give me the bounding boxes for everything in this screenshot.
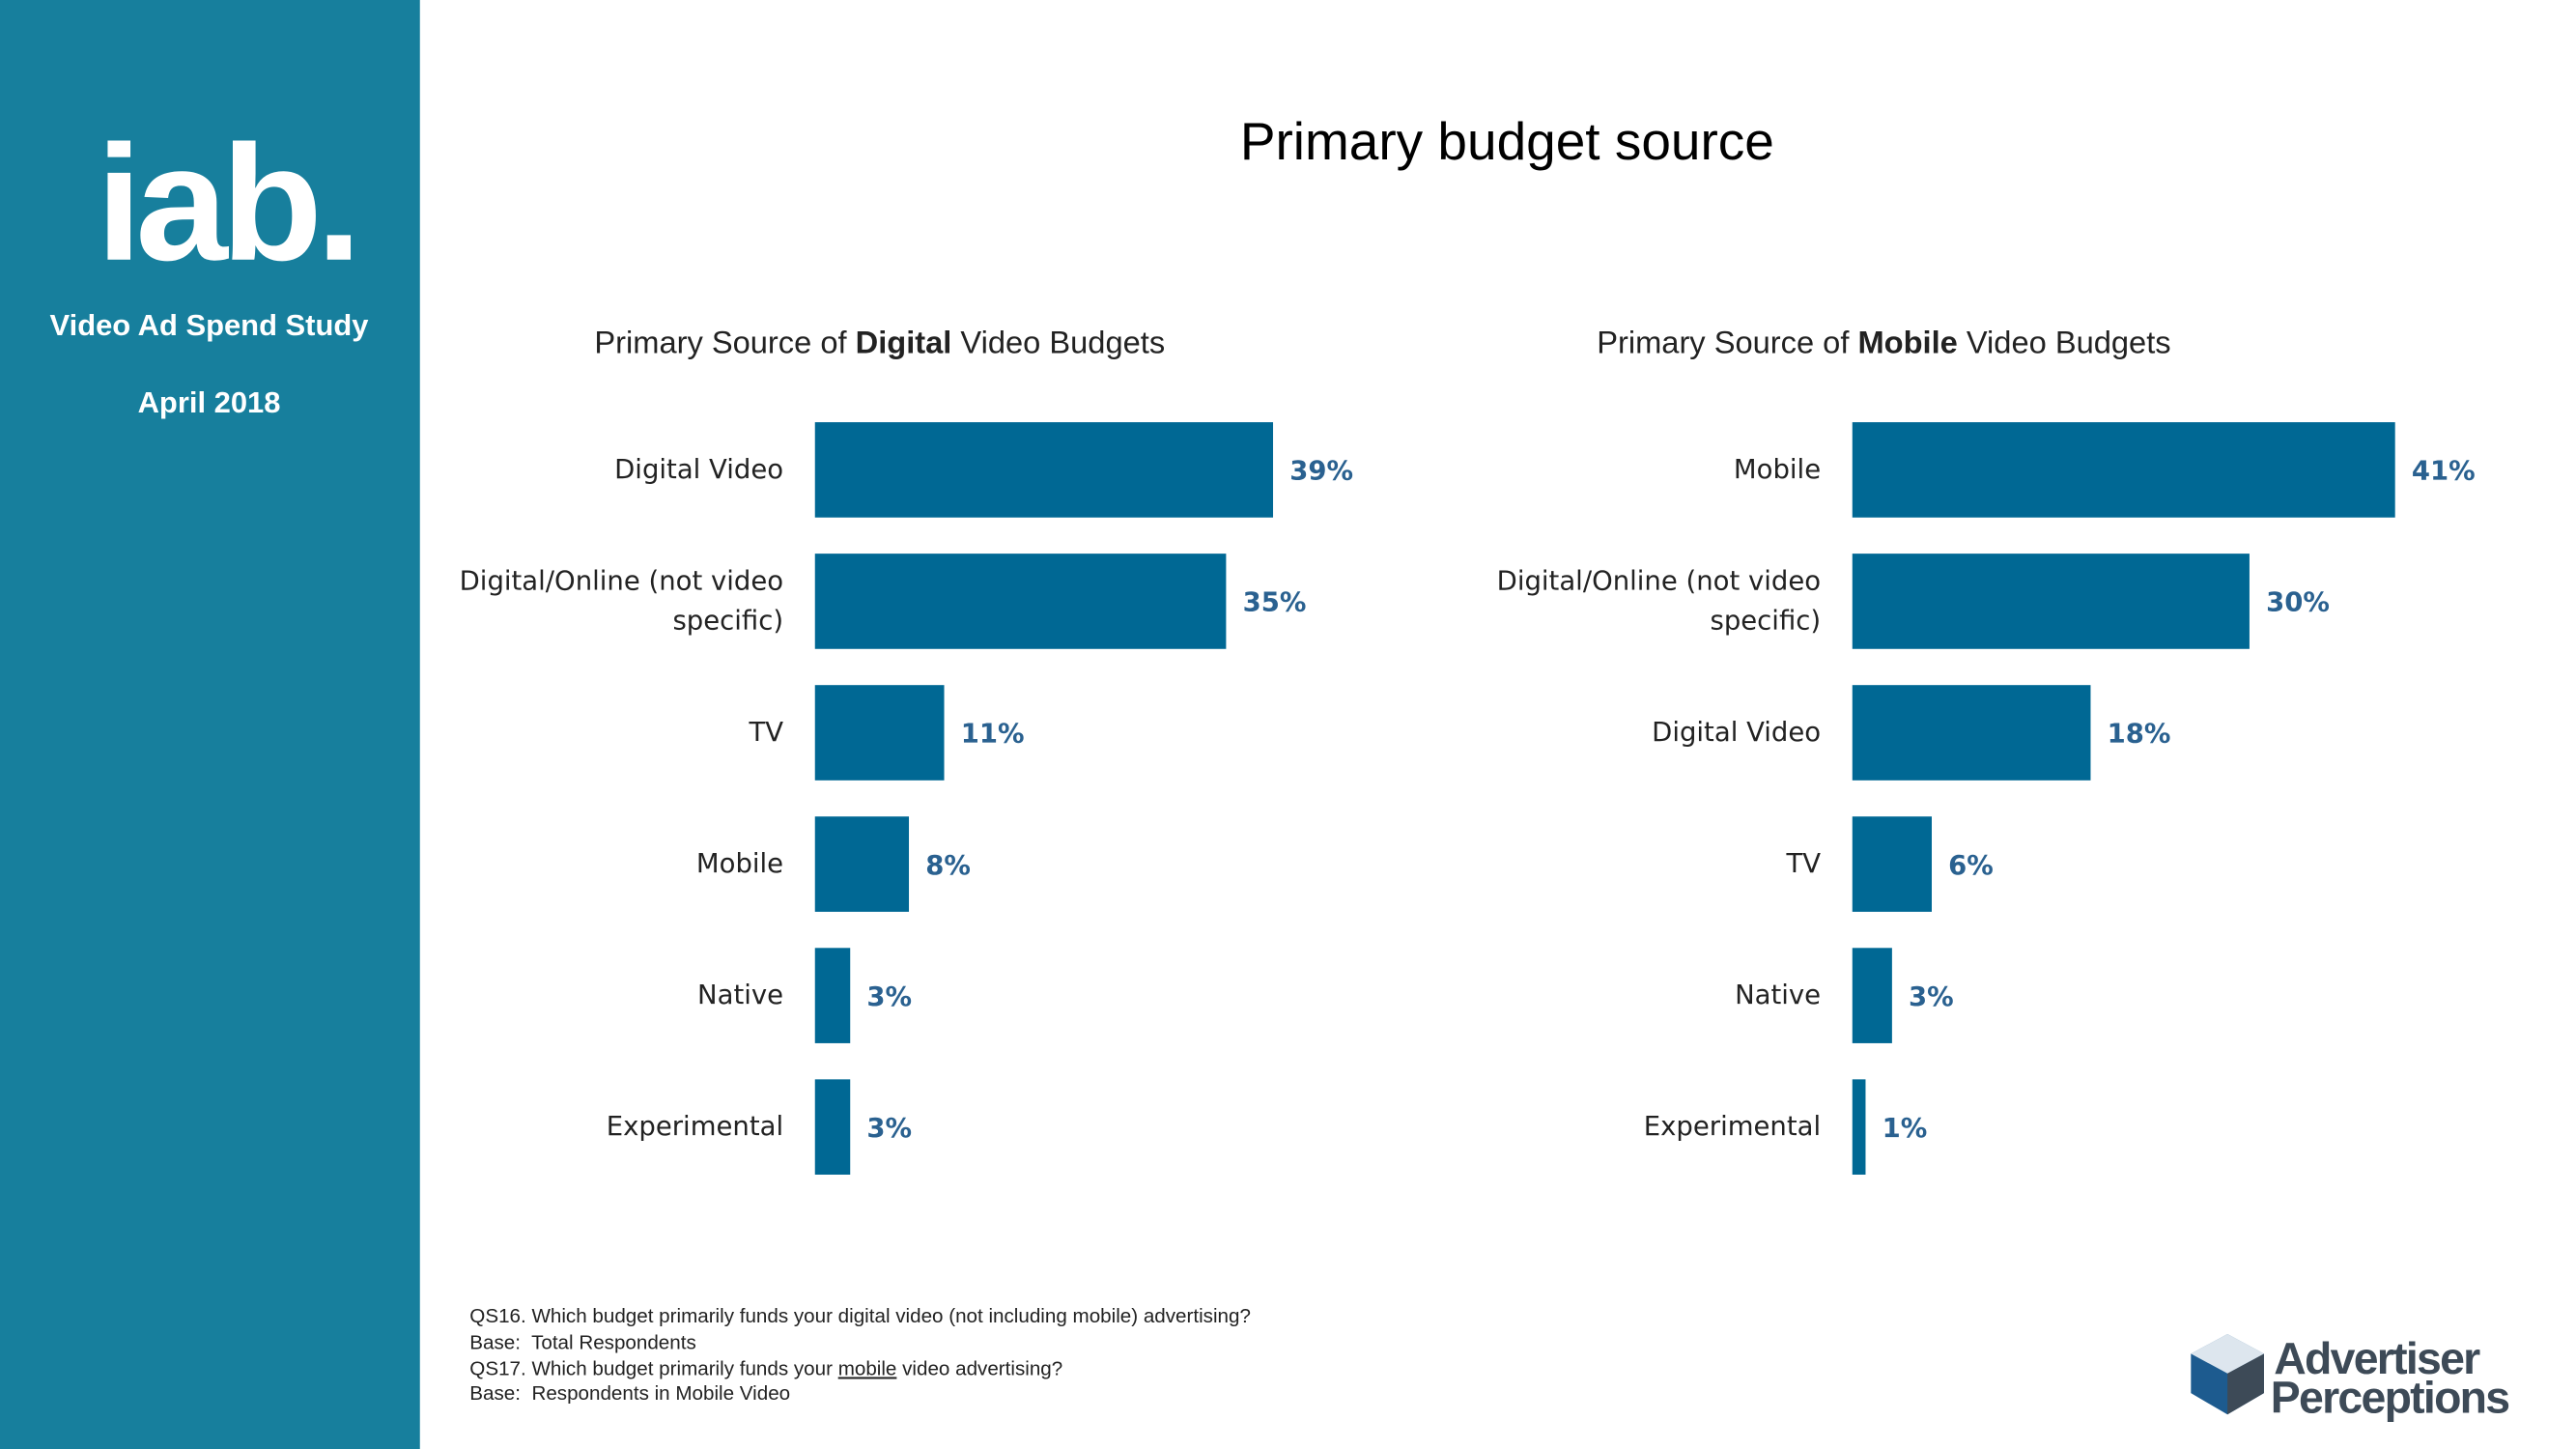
footnote-text: mobile — [838, 1358, 897, 1380]
chart-title-part: Primary Source of — [1597, 326, 1857, 360]
chart-title: Primary Source of Mobile Video Budgets — [1597, 326, 2170, 360]
value-label: 30% — [2266, 588, 2330, 618]
bar — [814, 422, 1274, 518]
footnote: Base: Respondents in Mobile Video — [469, 1382, 790, 1405]
cube-face — [2191, 1333, 2264, 1374]
bar — [814, 948, 851, 1043]
brand-text: Perceptions — [2271, 1373, 2509, 1423]
category-label-text: Digital Video — [1652, 716, 1822, 748]
category-label-text: TV — [1786, 847, 1822, 879]
bar — [814, 816, 910, 912]
category-label-text: Digital Video — [614, 453, 784, 485]
chart-title-part: Mobile — [1857, 326, 1957, 360]
category-label: Experimental — [1643, 1110, 1822, 1142]
value-label: 3% — [866, 1114, 912, 1144]
slide-title: Primary budget source — [1240, 111, 1774, 171]
study-date: April 2018 — [138, 385, 281, 419]
bar — [1852, 422, 2395, 518]
category-label: Digital/Online (not video specific) — [1496, 565, 1822, 637]
cube-face — [2227, 1353, 2264, 1415]
category-label: Digital/Online (not video specific) — [459, 565, 784, 637]
bar — [814, 685, 945, 781]
category-label: Mobile — [1733, 453, 1822, 485]
category-label: TV — [749, 716, 784, 748]
bar-chart: Primary Source of Mobile Video BudgetsMo… — [1496, 326, 2476, 1175]
bar-chart: Primary Source of Digital Video BudgetsD… — [459, 326, 1353, 1175]
value-label: 3% — [1909, 982, 1954, 1012]
brand-text: Advertiser — [2274, 1333, 2480, 1383]
footnote: QS17. Which budget primarily funds your … — [469, 1358, 1062, 1380]
footnote-text: QS16. Which budget primarily funds your … — [469, 1305, 1251, 1327]
chart-title-part: Video Budgets — [1958, 326, 2171, 360]
value-label: 11% — [961, 720, 1025, 750]
category-label: Mobile — [695, 847, 784, 879]
bar — [814, 1079, 851, 1175]
bar — [1852, 948, 1892, 1043]
sidebar — [0, 0, 420, 1449]
footnote-text: Base: Total Respondents — [469, 1331, 695, 1353]
chart-title-part: Video Budgets — [951, 326, 1165, 360]
bar — [814, 554, 1227, 649]
category-label-text: TV — [749, 716, 784, 748]
value-label: 18% — [2108, 720, 2171, 750]
bar — [1852, 1079, 1866, 1175]
footnotes: QS16. Which budget primarily funds your … — [469, 1305, 1251, 1405]
chart-title-part: Primary Source of — [594, 326, 855, 360]
logo: iab. — [96, 112, 355, 296]
category-label: Experimental — [606, 1110, 784, 1142]
footnote: QS16. Which budget primarily funds your … — [469, 1305, 1251, 1327]
category-label: TV — [1786, 847, 1822, 879]
chart-title-part: Digital — [856, 326, 952, 360]
chart-title: Primary Source of Digital Video Budgets — [594, 326, 1165, 360]
category-label-text: Native — [1735, 979, 1822, 1010]
bar — [1852, 685, 2091, 781]
category-label-text: Native — [697, 979, 784, 1010]
category-label-text: Digital/Online (not video specific) — [1496, 565, 1822, 637]
value-label: 41% — [2412, 457, 2476, 487]
bar — [1852, 554, 2250, 649]
value-label: 1% — [1882, 1114, 1928, 1144]
value-label: 3% — [866, 982, 912, 1012]
category-label-text: Experimental — [1643, 1110, 1822, 1142]
value-label: 35% — [1243, 588, 1307, 618]
footnote-text: QS17. Which budget primarily funds your — [469, 1358, 837, 1380]
value-label: 39% — [1289, 457, 1353, 487]
category-label: Native — [697, 979, 784, 1010]
value-label: 8% — [925, 851, 971, 881]
footnote-text: video advertising? — [896, 1358, 1062, 1380]
bar — [1852, 816, 1932, 912]
category-label-text: Mobile — [1733, 453, 1822, 485]
study-name: Video Ad Spend Study — [50, 308, 369, 342]
category-label-text: Mobile — [695, 847, 784, 879]
value-label: 6% — [1948, 851, 1994, 881]
brand-logo: Advertiser Perceptions — [2191, 1333, 2510, 1423]
footnote-text: Base: Respondents in Mobile Video — [469, 1382, 790, 1405]
category-label: Digital Video — [1652, 716, 1822, 748]
category-label: Native — [1735, 979, 1822, 1010]
footnote: Base: Total Respondents — [469, 1331, 695, 1353]
category-label-text: Digital/Online (not video specific) — [459, 565, 784, 637]
category-label-text: Experimental — [606, 1110, 784, 1142]
category-label: Digital Video — [614, 453, 784, 485]
